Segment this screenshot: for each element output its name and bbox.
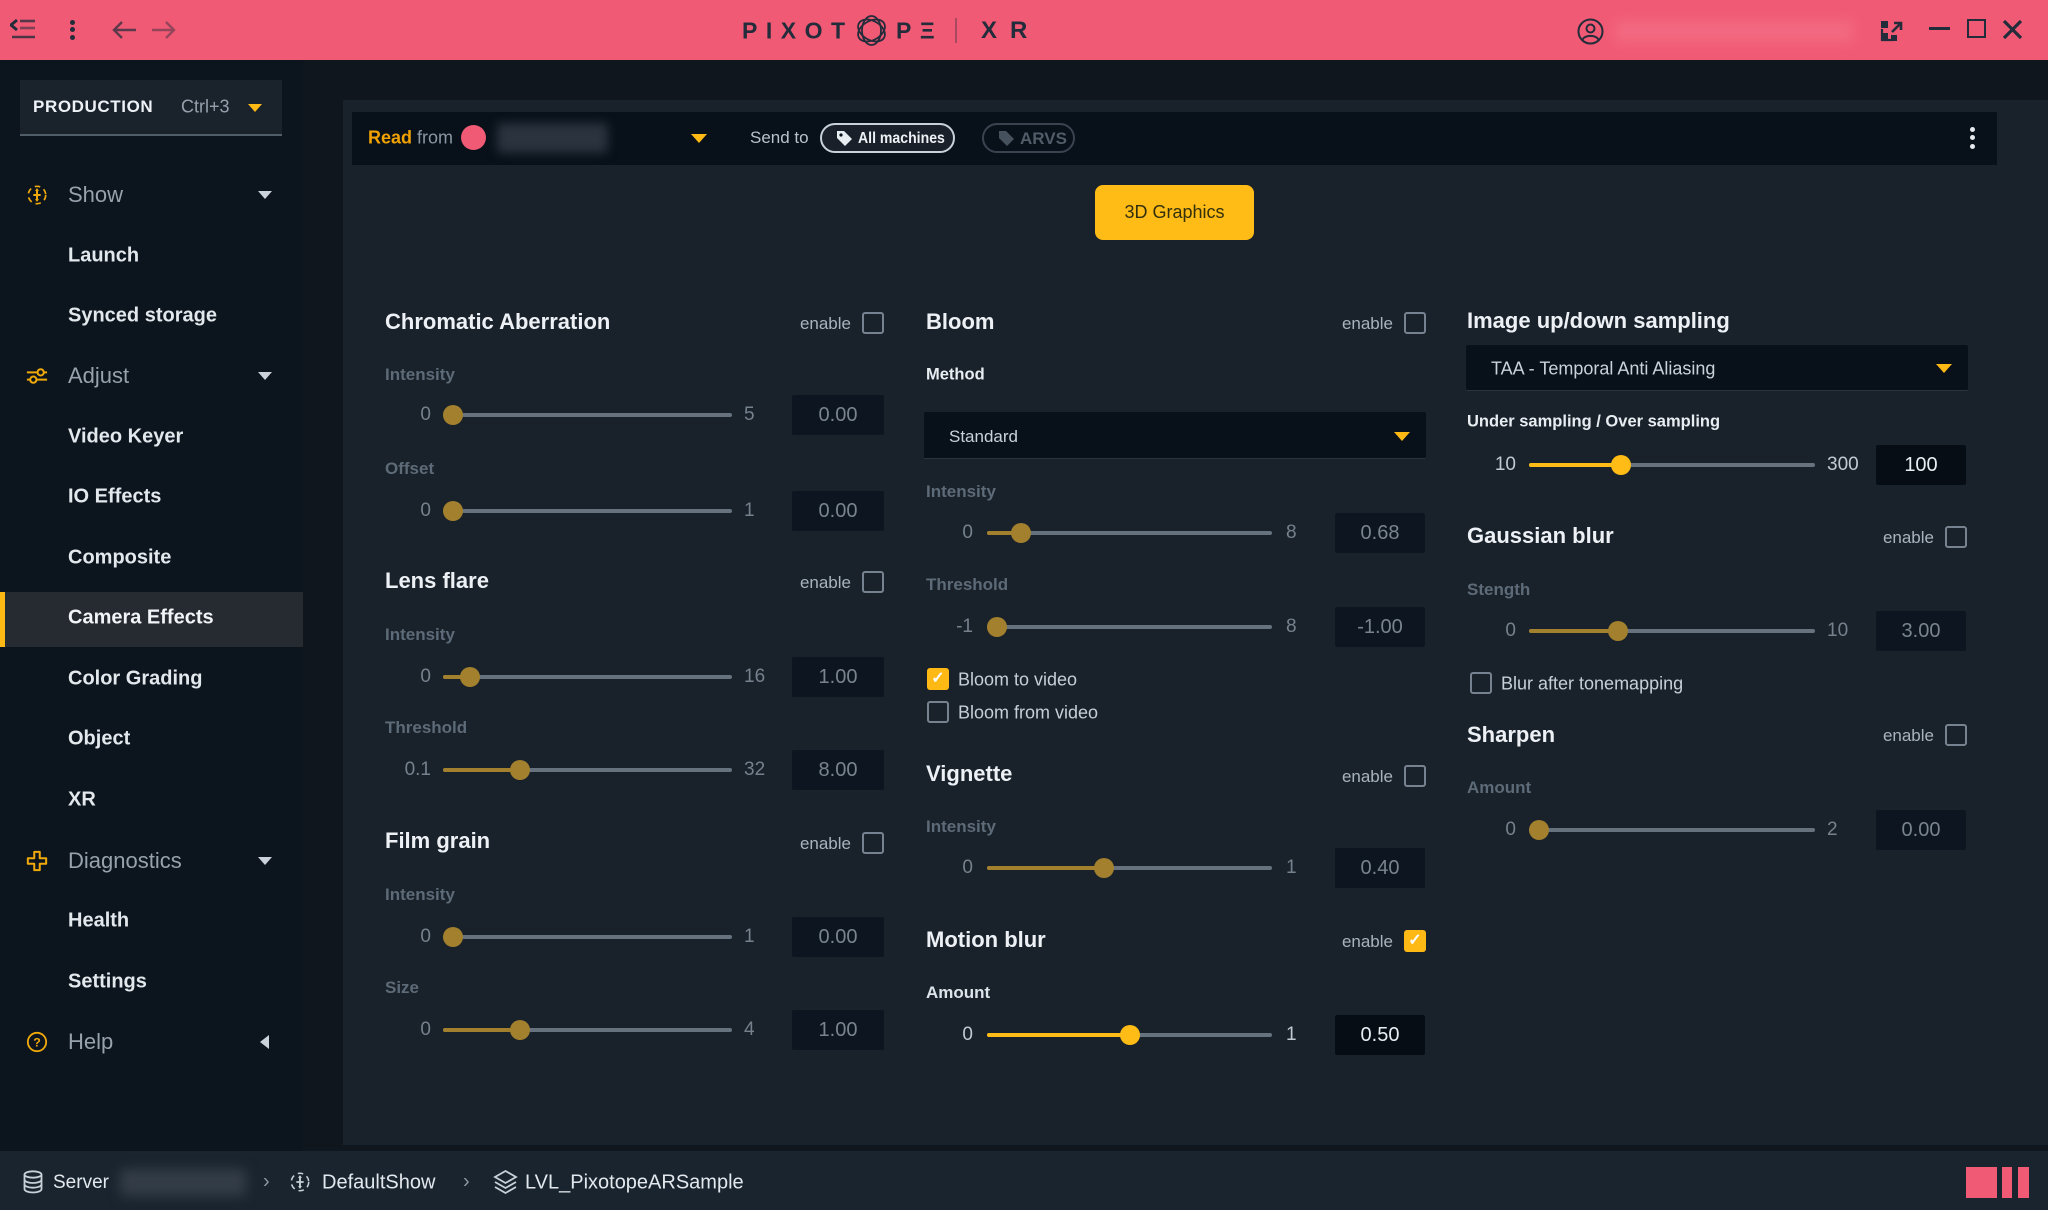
svg-text:?: ? [33, 1036, 41, 1050]
